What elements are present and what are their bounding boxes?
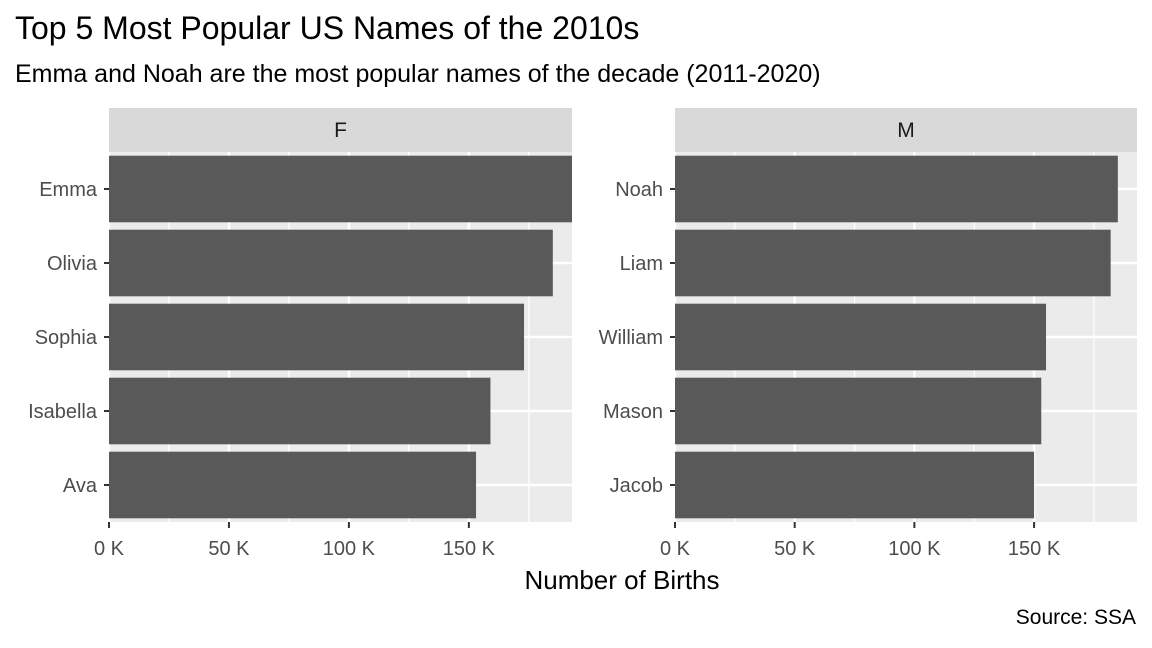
source-caption: Source: SSA (1015, 606, 1136, 629)
chart-title: Top 5 Most Popular US Names of the 2010s (15, 10, 640, 46)
bar-mason (675, 377, 1042, 445)
chart-subtitle: Emma and Noah are the most popular names… (15, 60, 821, 88)
x-tick-label-m: 150 K (1008, 538, 1061, 560)
x-axis-title: Number of Births (524, 565, 719, 595)
bar-emma (109, 155, 572, 223)
x-tick-label-f: 50 K (208, 538, 250, 560)
x-tick-label-m: 100 K (888, 538, 941, 560)
x-tick-label-f: 150 K (443, 538, 496, 560)
facet-label-m: M (897, 119, 915, 142)
y-tick-label-isabella: Isabella (28, 401, 98, 423)
bar-noah (675, 155, 1118, 223)
y-tick-label-noah: Noah (615, 179, 663, 201)
y-tick-label-william: William (599, 327, 663, 349)
facet-strip-f (109, 108, 572, 152)
y-tick-label-mason: Mason (603, 401, 663, 423)
y-tick-label-sophia: Sophia (35, 327, 98, 349)
y-tick-label-ava: Ava (63, 475, 98, 497)
bar-ava (109, 451, 477, 519)
x-tick-label-f: 0 K (94, 538, 125, 560)
y-tick-label-liam: Liam (620, 253, 663, 275)
y-tick-label-emma: Emma (39, 179, 98, 201)
bar-olivia (109, 229, 553, 297)
bar-william (675, 303, 1047, 371)
facet-strip-m (675, 108, 1137, 152)
bar-jacob (675, 451, 1035, 519)
x-tick-label-f: 100 K (323, 538, 376, 560)
x-tick-label-m: 0 K (660, 538, 691, 560)
y-tick-label-jacob: Jacob (610, 475, 663, 497)
bar-liam (675, 229, 1111, 297)
bar-isabella (109, 377, 491, 445)
facet-label-f: F (334, 119, 347, 142)
x-tick-label-m: 50 K (774, 538, 816, 560)
bar-sophia (109, 303, 525, 371)
y-tick-label-olivia: Olivia (47, 253, 98, 275)
